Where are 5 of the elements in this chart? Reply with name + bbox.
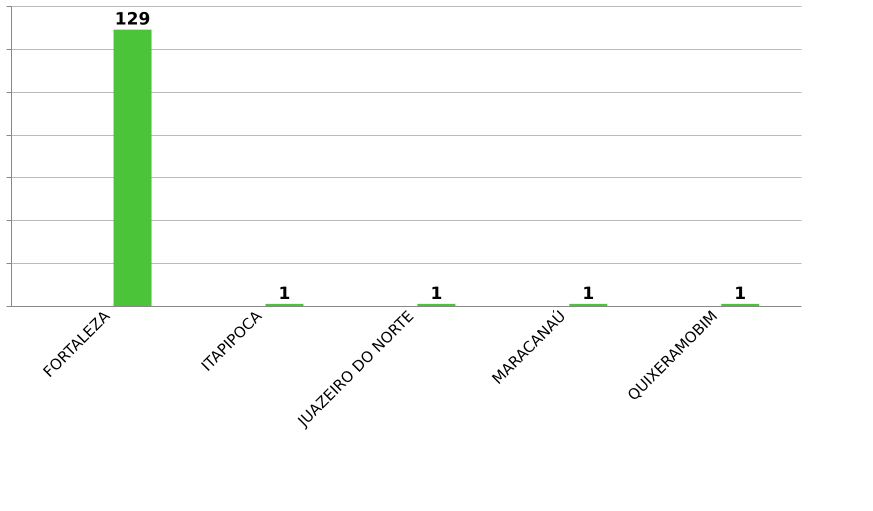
data-label: 1 <box>734 284 746 304</box>
data-label: 1 <box>430 284 442 304</box>
data-label: 129 <box>114 10 150 30</box>
data-label: 1 <box>582 284 594 304</box>
data-label: 1 <box>278 284 290 304</box>
